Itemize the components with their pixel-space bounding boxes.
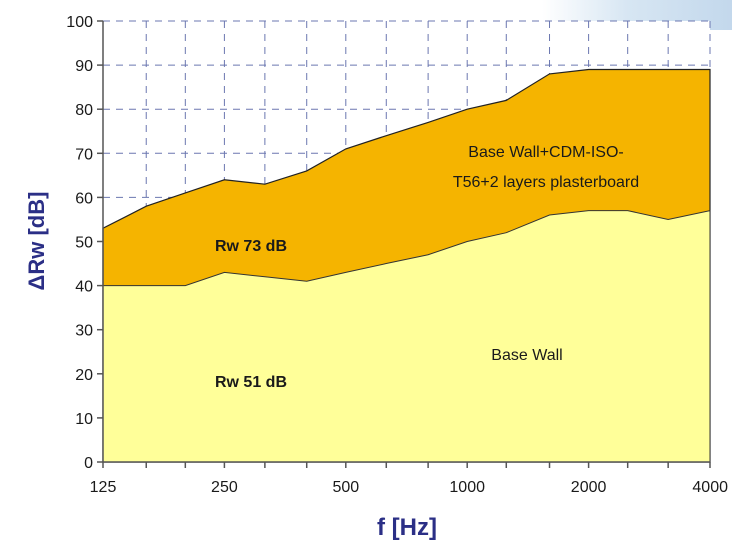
- y-tick-label: 70: [75, 146, 93, 163]
- area-lower-series: [102, 210, 711, 463]
- y-tick-label: 50: [75, 235, 93, 252]
- x-tick-label: 125: [90, 479, 117, 496]
- y-tick-label: 60: [75, 190, 93, 207]
- upper-rating-label: Rw 73 dB: [215, 238, 287, 255]
- y-tick-label: 80: [75, 102, 93, 119]
- lower-rating-label: Rw 51 dB: [215, 374, 287, 391]
- axes: [97, 20, 711, 468]
- y-tick-label: 40: [75, 279, 93, 296]
- y-axis-title: ΔRw [dB]: [24, 192, 49, 291]
- x-axis-title: f [Hz]: [377, 514, 437, 541]
- x-tick-label: 250: [211, 479, 238, 496]
- x-tick-labels: 125 250 500 1000 2000 4000: [90, 479, 728, 496]
- upper-series-label-line1: Base Wall+CDM-ISO-: [468, 144, 623, 161]
- upper-series-label-line2: T56+2 layers plasterboard: [453, 174, 639, 191]
- lower-series-label: Base Wall: [491, 347, 562, 364]
- y-tick-label: 90: [75, 58, 93, 75]
- x-tick-label: 2000: [571, 479, 607, 496]
- x-tick-label: 1000: [449, 479, 485, 496]
- y-tick-label: 10: [75, 411, 93, 428]
- y-tick-labels: 0 10 20 30 40 50 60 70 80 90 100: [66, 14, 93, 472]
- y-tick-label: 100: [66, 14, 93, 31]
- y-tick-label: 20: [75, 367, 93, 384]
- x-tick-label: 500: [332, 479, 359, 496]
- y-tick-label: 30: [75, 323, 93, 340]
- y-tick-label: 0: [84, 455, 93, 472]
- x-tick-label: 4000: [692, 479, 728, 496]
